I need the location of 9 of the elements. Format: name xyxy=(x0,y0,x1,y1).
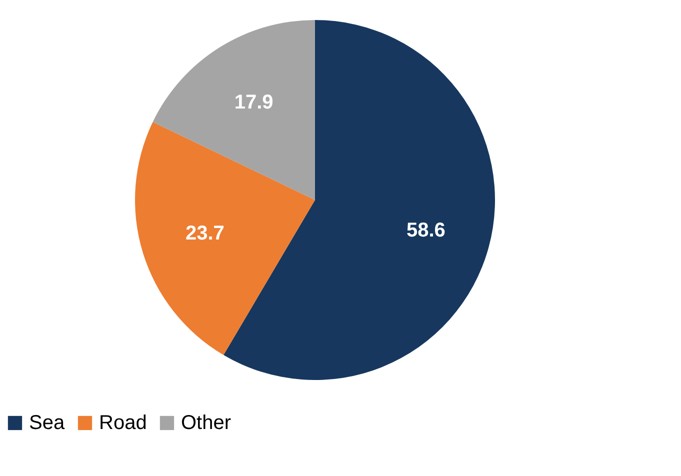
legend-label: Other xyxy=(181,412,232,434)
pie-slice xyxy=(152,20,315,200)
data-label: 58.6 xyxy=(406,219,446,242)
legend-label: Road xyxy=(99,412,147,434)
data-label: 23.7 xyxy=(185,222,224,244)
legend-label: Sea xyxy=(29,412,66,434)
pie-slice xyxy=(135,122,315,356)
data-label: 17.9 xyxy=(234,92,274,114)
pie-slice xyxy=(224,20,495,380)
